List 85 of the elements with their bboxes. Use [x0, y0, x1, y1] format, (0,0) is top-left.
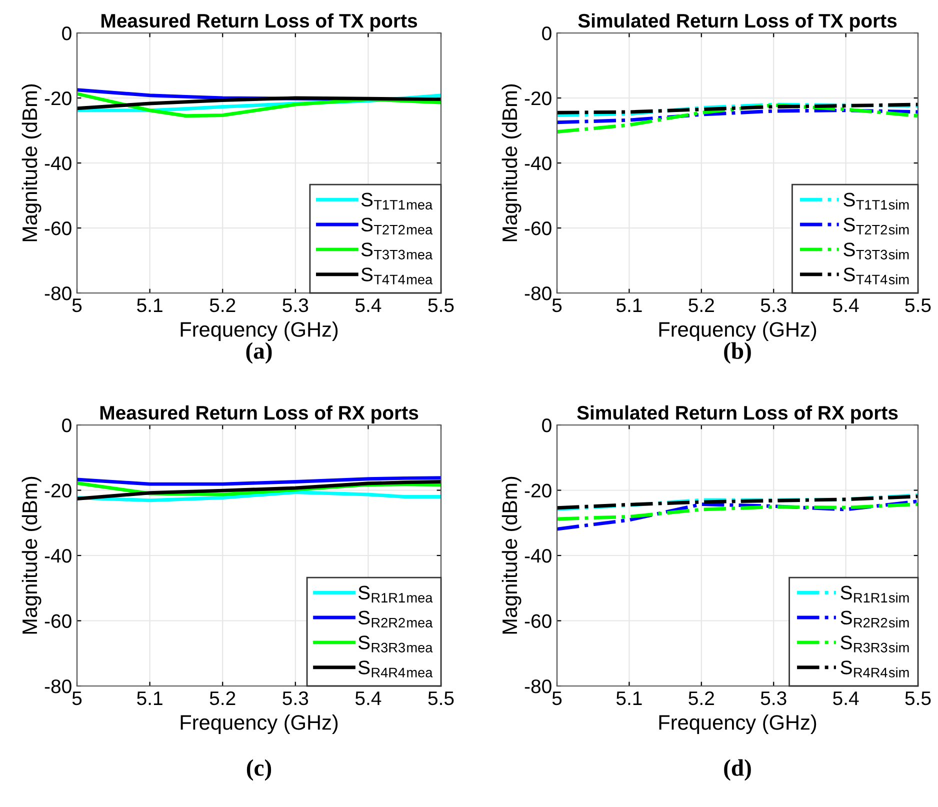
y-tick-label: 0	[62, 26, 72, 40]
x-tick-label: 5.2	[688, 298, 714, 312]
line-series	[557, 108, 918, 124]
legend-label: S$_{R4R4sim}$	[840, 660, 909, 678]
legend-label: S$_{T1T1sim}$	[844, 192, 909, 210]
x-axis-title: Frequency (GHz)	[180, 714, 338, 734]
x-tick-label: 5.5	[905, 692, 931, 706]
text: (c)	[246, 759, 272, 781]
x-tick-label: 5.1	[137, 298, 162, 312]
legend-label: S$_{R2R2mea}$	[358, 610, 433, 628]
y-tick-label: 0	[542, 26, 552, 40]
y-tick-label: -60	[524, 614, 552, 628]
chart-title: Measured Return Loss of RX ports	[100, 405, 418, 424]
x-tick-label: 5.4	[355, 692, 382, 706]
x-tick-label: 5	[72, 298, 82, 312]
legend-label: S$_{R3R3mea}$	[358, 636, 433, 652]
legend-label: S$_{R3R3sim}$	[840, 636, 909, 652]
x-axis-title: Frequency (GHz)	[659, 322, 816, 341]
legend-label: S$_{T3T3sim}$	[844, 242, 909, 260]
y-tick-label: -40	[524, 548, 552, 563]
legend-label: S$_{R1R1mea}$	[358, 586, 433, 603]
y-tick-label: -40	[44, 156, 72, 170]
line-series	[557, 102, 918, 117]
y-tick-label: -20	[524, 91, 552, 106]
line-series	[557, 103, 918, 134]
legend-label: S$_{T2T2sim}$	[844, 218, 909, 235]
x-tick-label: 5	[72, 692, 82, 706]
x-tick-label: 5.1	[616, 692, 642, 706]
x-tick-label: 5.4	[833, 298, 859, 312]
x-tick-label: 5.2	[210, 298, 236, 312]
text: (d)	[724, 759, 751, 781]
y-tick-label: -20	[44, 91, 72, 106]
y-tick-label: -60	[44, 221, 72, 236]
y-axis-title: Magnitude (dBm)	[502, 476, 522, 634]
legend-label: S$_{T2T2mea}$	[361, 218, 433, 235]
legend-label: S$_{R2R2sim}$	[840, 610, 909, 628]
y-tick-label: -40	[524, 156, 552, 170]
x-tick-label: 5.1	[616, 298, 642, 312]
chart-title: Measured Return Loss of TX ports	[101, 13, 418, 32]
y-axis-title: Magnitude (dBm)	[22, 84, 42, 242]
x-tick-label: 5.3	[282, 691, 308, 706]
x-tick-label: 5.5	[428, 692, 454, 706]
line-series	[557, 102, 918, 114]
y-tick-label: -80	[524, 286, 552, 300]
text: (b)	[724, 342, 751, 364]
y-tick-label: -60	[44, 614, 72, 628]
line-series	[77, 476, 441, 486]
x-tick-label: 5.5	[905, 298, 931, 312]
legend-label: S$_{T3T3mea}$	[361, 242, 433, 260]
x-tick-label: 5.3	[760, 298, 786, 312]
x-tick-label: 5.4	[833, 692, 859, 706]
y-tick-label: 0	[62, 418, 72, 432]
y-tick-label: -80	[44, 679, 72, 694]
legend-label: S$_{R4R4mea}$	[358, 660, 433, 678]
y-tick-label: -60	[524, 221, 552, 236]
text: (a)	[246, 342, 272, 364]
y-tick-label: -80	[524, 679, 552, 694]
x-axis-title: Frequency (GHz)	[659, 714, 816, 734]
x-tick-label: 5	[552, 692, 562, 706]
y-tick-label: -20	[524, 484, 552, 498]
line-series	[77, 480, 441, 500]
x-tick-label: 5	[552, 298, 562, 312]
chart-title: Simulated Return Loss of RX ports	[577, 405, 898, 424]
x-tick-label: 5.3	[760, 691, 786, 706]
y-tick-label: -40	[44, 548, 72, 563]
chart-title: Simulated Return Loss of TX ports	[578, 13, 897, 32]
line-series	[77, 490, 441, 502]
x-tick-label: 5.5	[428, 298, 454, 312]
legend-label: S$_{T4T4sim}$	[844, 268, 909, 284]
line-series	[557, 500, 918, 531]
line-series	[557, 502, 918, 521]
y-axis-title: Magnitude (dBm)	[22, 476, 42, 634]
x-axis-title: Frequency (GHz)	[180, 322, 338, 341]
y-tick-label: -20	[44, 484, 72, 498]
legend-label: S$_{R1R1sim}$	[840, 586, 909, 603]
x-tick-label: 5.3	[282, 298, 308, 312]
y-tick-label: 0	[542, 418, 552, 432]
y-tick-label: -80	[44, 286, 72, 300]
x-tick-label: 5.1	[137, 692, 162, 706]
x-tick-label: 5.2	[210, 691, 236, 706]
x-tick-label: 5.2	[688, 691, 714, 706]
legend-label: S$_{T1T1mea}$	[361, 192, 433, 210]
y-axis-title: Magnitude (dBm)	[502, 84, 522, 242]
legend-label: S$_{T4T4mea}$	[361, 268, 433, 284]
x-tick-label: 5.4	[355, 298, 382, 312]
